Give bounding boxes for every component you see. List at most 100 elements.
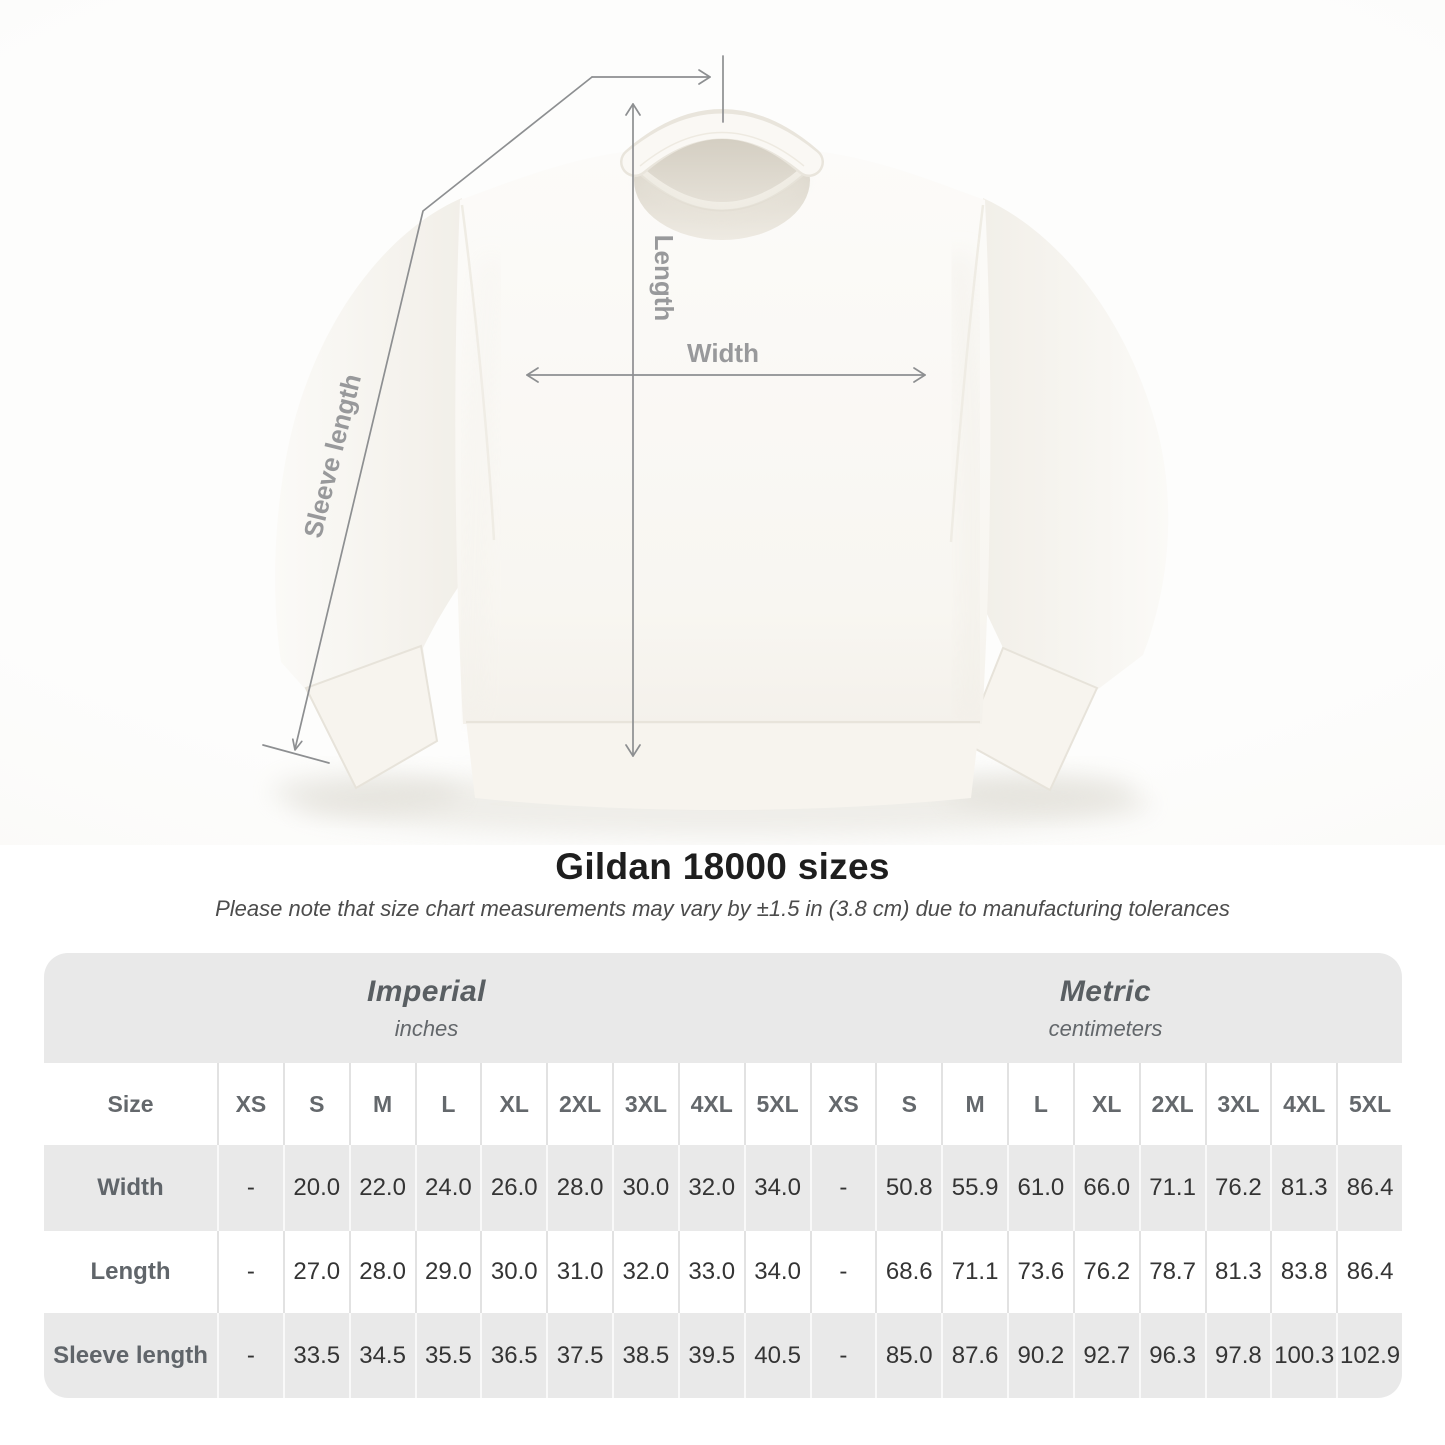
sleeve-length-line	[294, 76, 593, 750]
measurement-row-sleeve-length: Sleeve length -33.5 34.5 35.5 36.5 37.5 38.5 39…	[44, 1313, 1402, 1398]
imperial-size-header-m: M	[348, 1063, 415, 1145]
product-photo: Length Width Sleeve length	[0, 0, 1445, 845]
imperial-value: 33.0	[677, 1231, 744, 1313]
imperial-value: 32.0	[677, 1145, 744, 1231]
imperial-size-header-xl: XL	[480, 1063, 546, 1145]
imperial-value: -	[217, 1231, 283, 1313]
imperial-value: 20.0	[282, 1145, 349, 1231]
imperial-value: 34.0	[743, 1145, 810, 1231]
metric-value: 100.3	[1270, 1313, 1336, 1398]
imperial-value: -	[217, 1313, 283, 1398]
metric-size-header-xs: XS	[809, 1063, 876, 1145]
imperial-value: 29.0	[414, 1231, 481, 1313]
sweatshirt	[275, 109, 1169, 810]
metric-size-header-m: M	[941, 1063, 1007, 1145]
metric-value: 61.0	[1007, 1145, 1073, 1231]
imperial-value: 24.0	[414, 1145, 481, 1231]
imperial-value: 36.5	[480, 1313, 546, 1398]
metric-value: -	[809, 1231, 876, 1313]
width-arrowhead-right	[913, 367, 926, 383]
imperial-size-header-2xl: 2XL	[546, 1063, 612, 1145]
imperial-value: 31.0	[546, 1231, 612, 1313]
imperial-value: 26.0	[480, 1145, 546, 1231]
imperial-value: 40.5	[743, 1313, 810, 1398]
imperial-value: 34.5	[348, 1313, 415, 1398]
metric-value: -	[809, 1313, 876, 1398]
neck-arrowhead	[698, 69, 711, 85]
sleeve-arrowhead	[291, 738, 303, 751]
imperial-size-header-3xl: 3XL	[612, 1063, 678, 1145]
imperial-unit: inches	[394, 1015, 459, 1041]
imperial-value: -	[217, 1145, 283, 1231]
metric-size-header-5xl: 5XL	[1336, 1063, 1402, 1145]
metric-value: 83.8	[1270, 1231, 1336, 1313]
metric-title: Metric	[1059, 974, 1152, 1008]
metric-value: 86.4	[1336, 1145, 1402, 1231]
left-body-shading	[464, 259, 498, 719]
collar	[620, 109, 824, 240]
metric-value: 71.1	[1138, 1145, 1205, 1231]
metric-value: 76.2	[1072, 1231, 1139, 1313]
metric-value: 96.3	[1138, 1313, 1205, 1398]
sleeve-end-tick	[262, 744, 330, 764]
metric-value: 76.2	[1204, 1145, 1271, 1231]
imperial-size-header-4xl: 4XL	[677, 1063, 744, 1145]
row-label: Width	[97, 1174, 164, 1201]
imperial-value: 28.0	[546, 1145, 612, 1231]
table-body: Width -20.0 22.0 24.0 26.0 28.0 30.0 32.0 34.0-5…	[44, 1145, 1402, 1398]
metric-value: 55.9	[941, 1145, 1007, 1231]
sweatshirt-left-sleeve	[275, 198, 494, 788]
imperial-value: 37.5	[546, 1313, 612, 1398]
imperial-size-header-xs: XS	[217, 1063, 283, 1145]
metric-group-header: Metric centimeters	[809, 953, 1402, 1063]
unit-band: Imperial inches Metric centimeters	[44, 953, 1402, 1063]
tolerance-note: Please note that size chart measurements…	[215, 896, 1230, 921]
metric-value: 68.6	[875, 1231, 941, 1313]
imperial-value: 32.0	[612, 1231, 678, 1313]
metric-value: 85.0	[875, 1313, 941, 1398]
imperial-size-header-l: L	[414, 1063, 481, 1145]
imperial-group-header: Imperial inches	[44, 953, 809, 1063]
metric-size-header-2xl: 2XL	[1138, 1063, 1205, 1145]
row-label: Length	[90, 1258, 171, 1285]
sweatshirt-right-sleeve	[951, 198, 1169, 790]
metric-value: 97.8	[1204, 1313, 1271, 1398]
imperial-value: 27.0	[282, 1231, 349, 1313]
imperial-value: 35.5	[414, 1313, 481, 1398]
row-label: Sleeve length	[53, 1341, 208, 1369]
metric-value: 102.9	[1336, 1313, 1402, 1398]
metric-size-header-4xl: 4XL	[1270, 1063, 1336, 1145]
metric-size-header-xl: XL	[1072, 1063, 1139, 1145]
imperial-value: 34.0	[743, 1231, 810, 1313]
metric-value: 71.1	[941, 1231, 1007, 1313]
left-cuff	[304, 644, 439, 790]
size-column-header: Size	[107, 1090, 154, 1117]
imperial-value: 28.0	[348, 1231, 415, 1313]
imperial-value: 39.5	[677, 1313, 744, 1398]
metric-value: 87.6	[941, 1313, 1007, 1398]
page-title: Gildan 18000 sizes	[555, 846, 890, 887]
waistband	[466, 720, 980, 810]
metric-unit: centimeters	[1048, 1015, 1163, 1041]
measurement-row-width: Width -20.0 22.0 24.0 26.0 28.0 30.0 32.0 34.0-5…	[44, 1145, 1402, 1231]
width-arrowhead-left	[526, 367, 539, 383]
imperial-value: 30.0	[612, 1145, 678, 1231]
metric-value: 73.6	[1007, 1231, 1073, 1313]
metric-value: 81.3	[1204, 1231, 1271, 1313]
metric-value: -	[809, 1145, 876, 1231]
imperial-title: Imperial	[366, 974, 487, 1008]
width-label: Width	[687, 338, 759, 368]
sweatshirt-body	[455, 150, 991, 724]
metric-value: 90.2	[1007, 1313, 1073, 1398]
metric-value: 78.7	[1138, 1231, 1205, 1313]
metric-value: 81.3	[1270, 1145, 1336, 1231]
metric-value: 86.4	[1336, 1231, 1402, 1313]
metric-value: 92.7	[1072, 1313, 1139, 1398]
imperial-value: 30.0	[480, 1231, 546, 1313]
measurement-overlay	[262, 55, 926, 764]
length-arrowhead-top	[625, 103, 641, 116]
table-header-row: Size XS S M L XL 2XL 3XL 4XL 5XL XS S M L XL 2XL 3XL 4XL 5…	[44, 1063, 1402, 1145]
right-body-shading	[950, 254, 982, 719]
imperial-value: 33.5	[282, 1313, 349, 1398]
